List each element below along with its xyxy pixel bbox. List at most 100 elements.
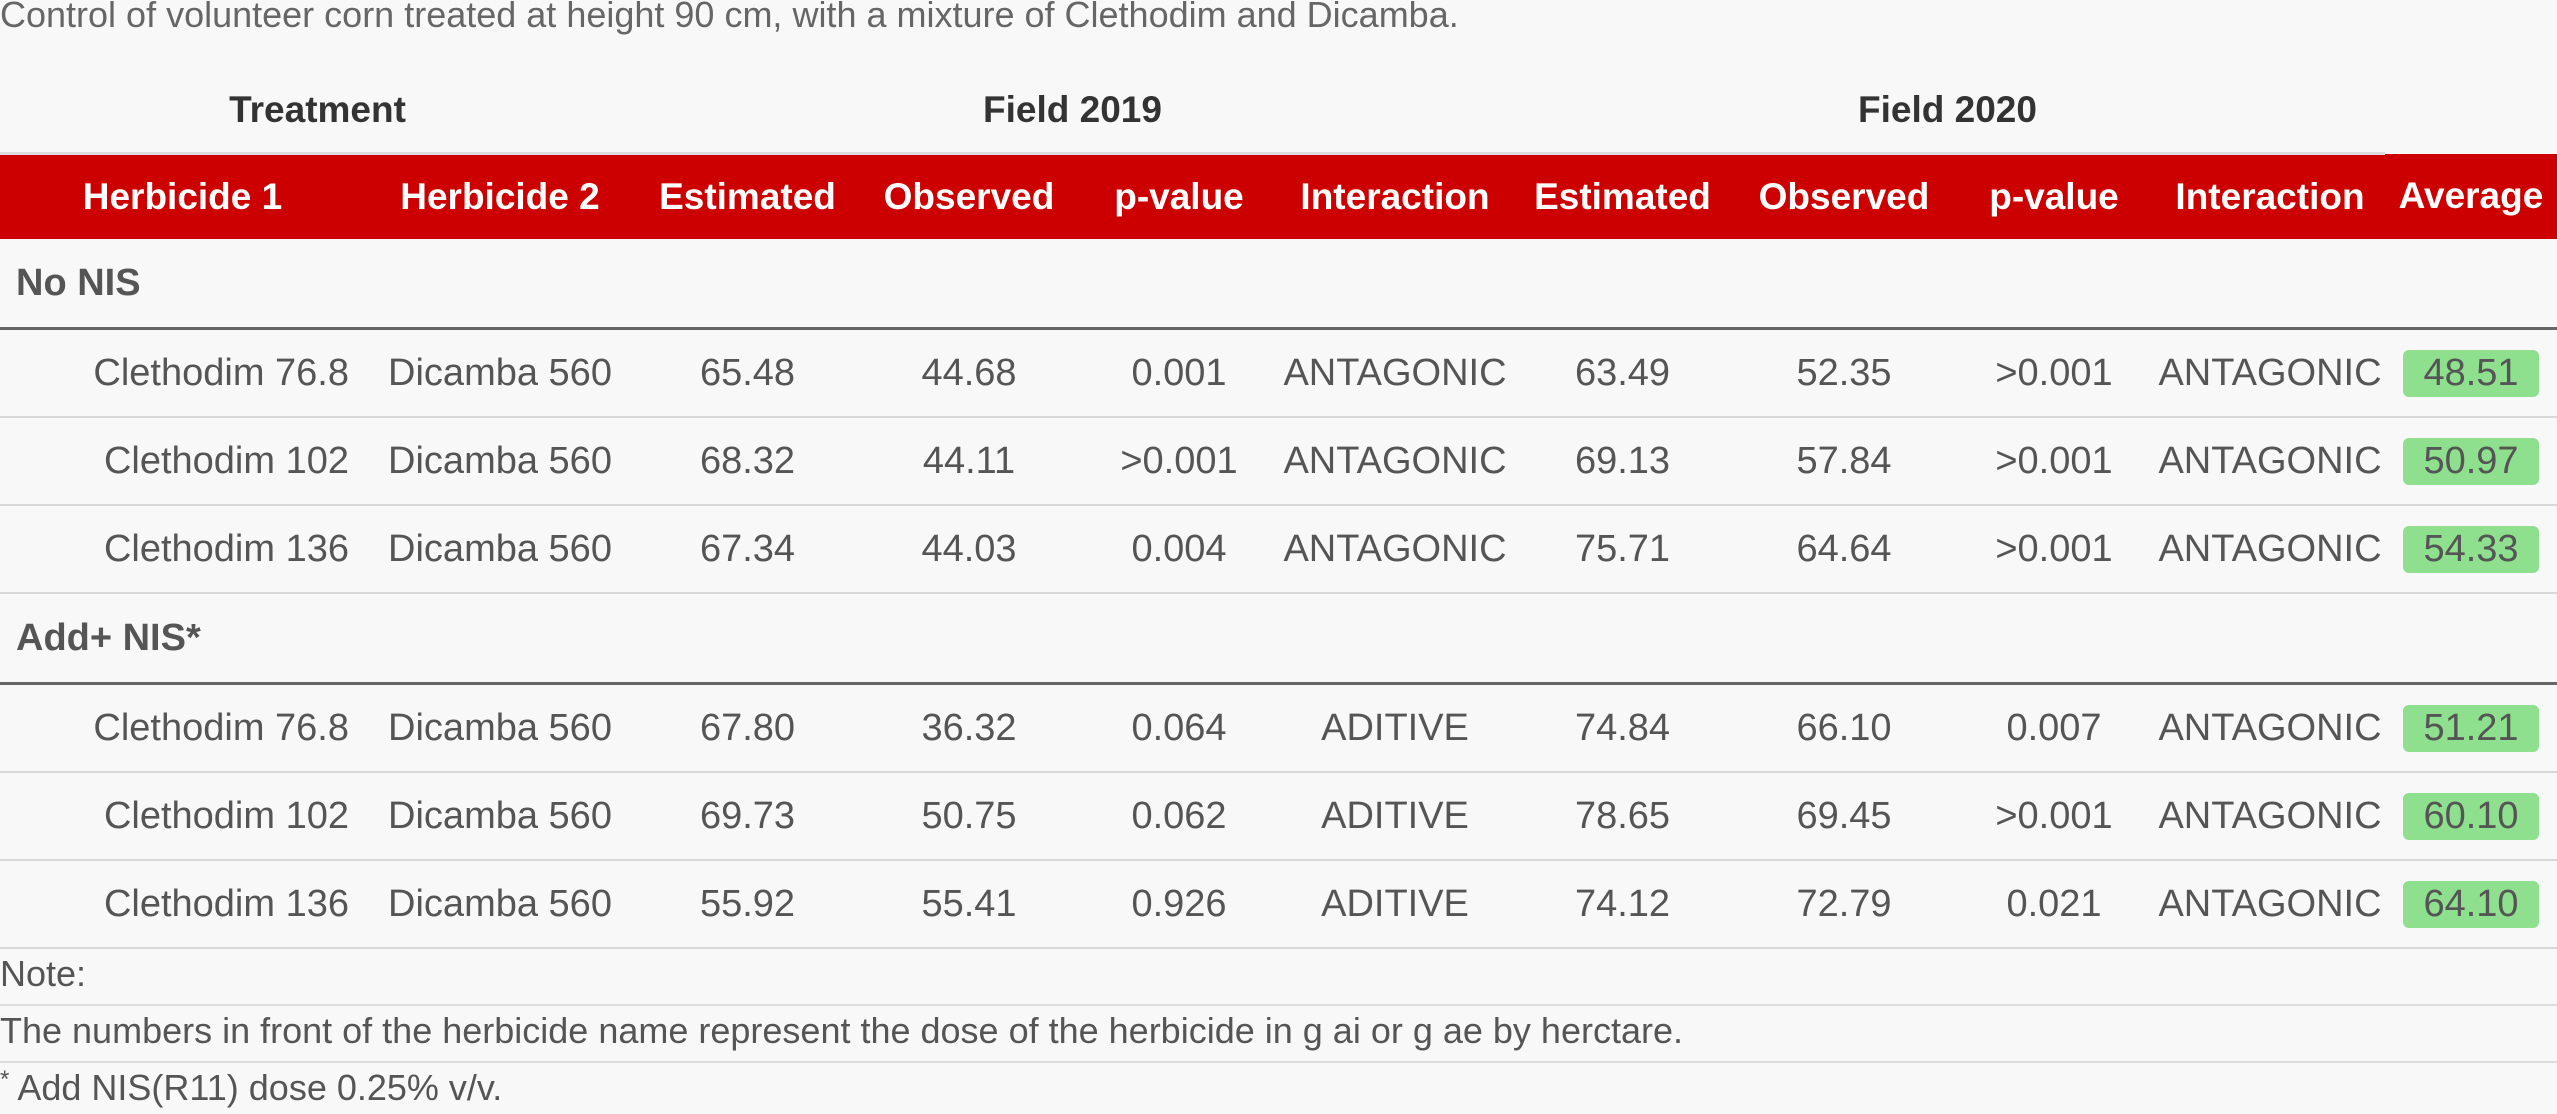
cell-interaction-2020: ANTAGONIC (2155, 683, 2385, 773)
cell-herbicide-2: Dicamba 560 (365, 772, 635, 861)
table-row: Clethodim 76.8 Dicamba 560 67.80 36.32 0… (0, 683, 2557, 773)
cell-estimated-2019: 55.92 (635, 860, 860, 949)
cell-interaction-2020: ANTAGONIC (2155, 772, 2385, 861)
note-label: Note: (0, 953, 87, 994)
spanner-empty (2385, 68, 2557, 154)
cell-average: 50.97 (2385, 417, 2557, 506)
cell-herbicide-1: Clethodim 76.8 (0, 328, 365, 418)
average-badge: 51.21 (2403, 704, 2539, 752)
col-header-p-value-2019: p-value (1078, 153, 1280, 239)
cell-herbicide-2: Dicamba 560 (365, 417, 635, 506)
table-row: Clethodim 102 Dicamba 560 69.73 50.75 0.… (0, 772, 2557, 861)
col-header-interaction-2019: Interaction (1280, 153, 1510, 239)
cell-interaction-2019: ANTAGONIC (1280, 505, 1510, 594)
average-badge: 54.33 (2403, 525, 2539, 573)
group-label: Add+ NIS* (0, 593, 2557, 685)
col-header-observed-2019: Observed (860, 153, 1078, 239)
cell-estimated-2019: 65.48 (635, 328, 860, 418)
footnote-text: Add NIS(R11) dose 0.25% v/v. (9, 1067, 503, 1108)
cell-average: 48.51 (2385, 328, 2557, 418)
average-badge: 50.97 (2403, 437, 2539, 485)
note-divider (0, 1061, 2557, 1063)
cell-p-value-2020: 0.007 (1953, 683, 2155, 773)
cell-p-value-2019: 0.064 (1078, 683, 1280, 773)
cell-herbicide-2: Dicamba 560 (365, 328, 635, 418)
cell-observed-2019: 50.75 (860, 772, 1078, 861)
footnote-mark: * (0, 1066, 10, 1093)
cell-p-value-2020: >0.001 (1953, 772, 2155, 861)
cell-observed-2020: 66.10 (1735, 683, 1953, 773)
footnote-nis-dose: * Add NIS(R11) dose 0.25% v/v. (0, 1066, 502, 1109)
average-badge: 60.10 (2403, 792, 2539, 840)
table-row: Clethodim 136 Dicamba 560 67.34 44.03 0.… (0, 505, 2557, 594)
col-header-average: Average (2385, 153, 2557, 239)
cell-estimated-2019: 67.80 (635, 683, 860, 773)
cell-estimated-2019: 67.34 (635, 505, 860, 594)
cell-interaction-2019: ANTAGONIC (1280, 328, 1510, 418)
cell-observed-2020: 64.64 (1735, 505, 1953, 594)
group-row: No NIS (0, 239, 2557, 330)
cell-average: 64.10 (2385, 860, 2557, 949)
column-header-row: Herbicide 1 Herbicide 2 Estimated Observ… (0, 153, 2557, 239)
col-header-estimated-2020: Estimated (1510, 153, 1735, 239)
cell-herbicide-1: Clethodim 136 (0, 505, 365, 594)
cell-p-value-2020: >0.001 (1953, 328, 2155, 418)
cell-estimated-2020: 74.12 (1510, 860, 1735, 949)
col-header-p-value-2020: p-value (1953, 153, 2155, 239)
results-table: Treatment Field 2019 Field 2020 Herbicid… (0, 68, 2557, 949)
col-header-herbicide-2: Herbicide 2 (365, 153, 635, 239)
table-row: Clethodim 102 Dicamba 560 68.32 44.11 >0… (0, 417, 2557, 506)
cell-herbicide-2: Dicamba 560 (365, 683, 635, 773)
cell-observed-2019: 36.32 (860, 683, 1078, 773)
cell-estimated-2020: 69.13 (1510, 417, 1735, 506)
cell-estimated-2020: 75.71 (1510, 505, 1735, 594)
cell-interaction-2020: ANTAGONIC (2155, 328, 2385, 418)
spanner-field-2019: Field 2019 (635, 68, 1510, 155)
cell-p-value-2020: 0.021 (1953, 860, 2155, 949)
group-label: No NIS (0, 239, 2557, 330)
cell-p-value-2019: >0.001 (1078, 417, 1280, 506)
group-row: Add+ NIS* (0, 593, 2557, 685)
cell-estimated-2019: 68.32 (635, 417, 860, 506)
cell-observed-2019: 44.03 (860, 505, 1078, 594)
cell-observed-2020: 52.35 (1735, 328, 1953, 418)
cell-average: 60.10 (2385, 772, 2557, 861)
cell-interaction-2019: ADITIVE (1280, 860, 1510, 949)
col-header-interaction-2020: Interaction (2155, 153, 2385, 239)
table-caption: Control of volunteer corn treated at hei… (0, 0, 1459, 35)
cell-herbicide-1: Clethodim 136 (0, 860, 365, 949)
cell-estimated-2020: 78.65 (1510, 772, 1735, 861)
col-header-estimated-2019: Estimated (635, 153, 860, 239)
cell-observed-2019: 55.41 (860, 860, 1078, 949)
cell-observed-2020: 69.45 (1735, 772, 1953, 861)
cell-estimated-2020: 74.84 (1510, 683, 1735, 773)
spanner-treatment: Treatment (0, 68, 635, 155)
table-row: Clethodim 136 Dicamba 560 55.92 55.41 0.… (0, 860, 2557, 949)
average-badge: 48.51 (2403, 349, 2539, 397)
cell-observed-2020: 57.84 (1735, 417, 1953, 506)
col-header-observed-2020: Observed (1735, 153, 1953, 239)
cell-p-value-2020: >0.001 (1953, 505, 2155, 594)
cell-interaction-2019: ANTAGONIC (1280, 417, 1510, 506)
cell-interaction-2019: ADITIVE (1280, 683, 1510, 773)
average-badge: 64.10 (2403, 880, 2539, 928)
table-row: Clethodim 76.8 Dicamba 560 65.48 44.68 0… (0, 328, 2557, 418)
cell-p-value-2019: 0.062 (1078, 772, 1280, 861)
cell-observed-2019: 44.68 (860, 328, 1078, 418)
cell-p-value-2020: >0.001 (1953, 417, 2155, 506)
cell-estimated-2020: 63.49 (1510, 328, 1735, 418)
cell-herbicide-2: Dicamba 560 (365, 505, 635, 594)
cell-estimated-2019: 69.73 (635, 772, 860, 861)
cell-observed-2020: 72.79 (1735, 860, 1953, 949)
note-dose-explanation: The numbers in front of the herbicide na… (0, 1010, 1683, 1051)
cell-observed-2019: 44.11 (860, 417, 1078, 506)
column-spanner-row: Treatment Field 2019 Field 2020 (0, 68, 2557, 155)
cell-p-value-2019: 0.004 (1078, 505, 1280, 594)
cell-herbicide-1: Clethodim 102 (0, 417, 365, 506)
cell-herbicide-2: Dicamba 560 (365, 860, 635, 949)
cell-average: 54.33 (2385, 505, 2557, 594)
cell-interaction-2020: ANTAGONIC (2155, 505, 2385, 594)
note-divider (0, 1004, 2557, 1006)
cell-average: 51.21 (2385, 683, 2557, 773)
cell-interaction-2020: ANTAGONIC (2155, 417, 2385, 506)
